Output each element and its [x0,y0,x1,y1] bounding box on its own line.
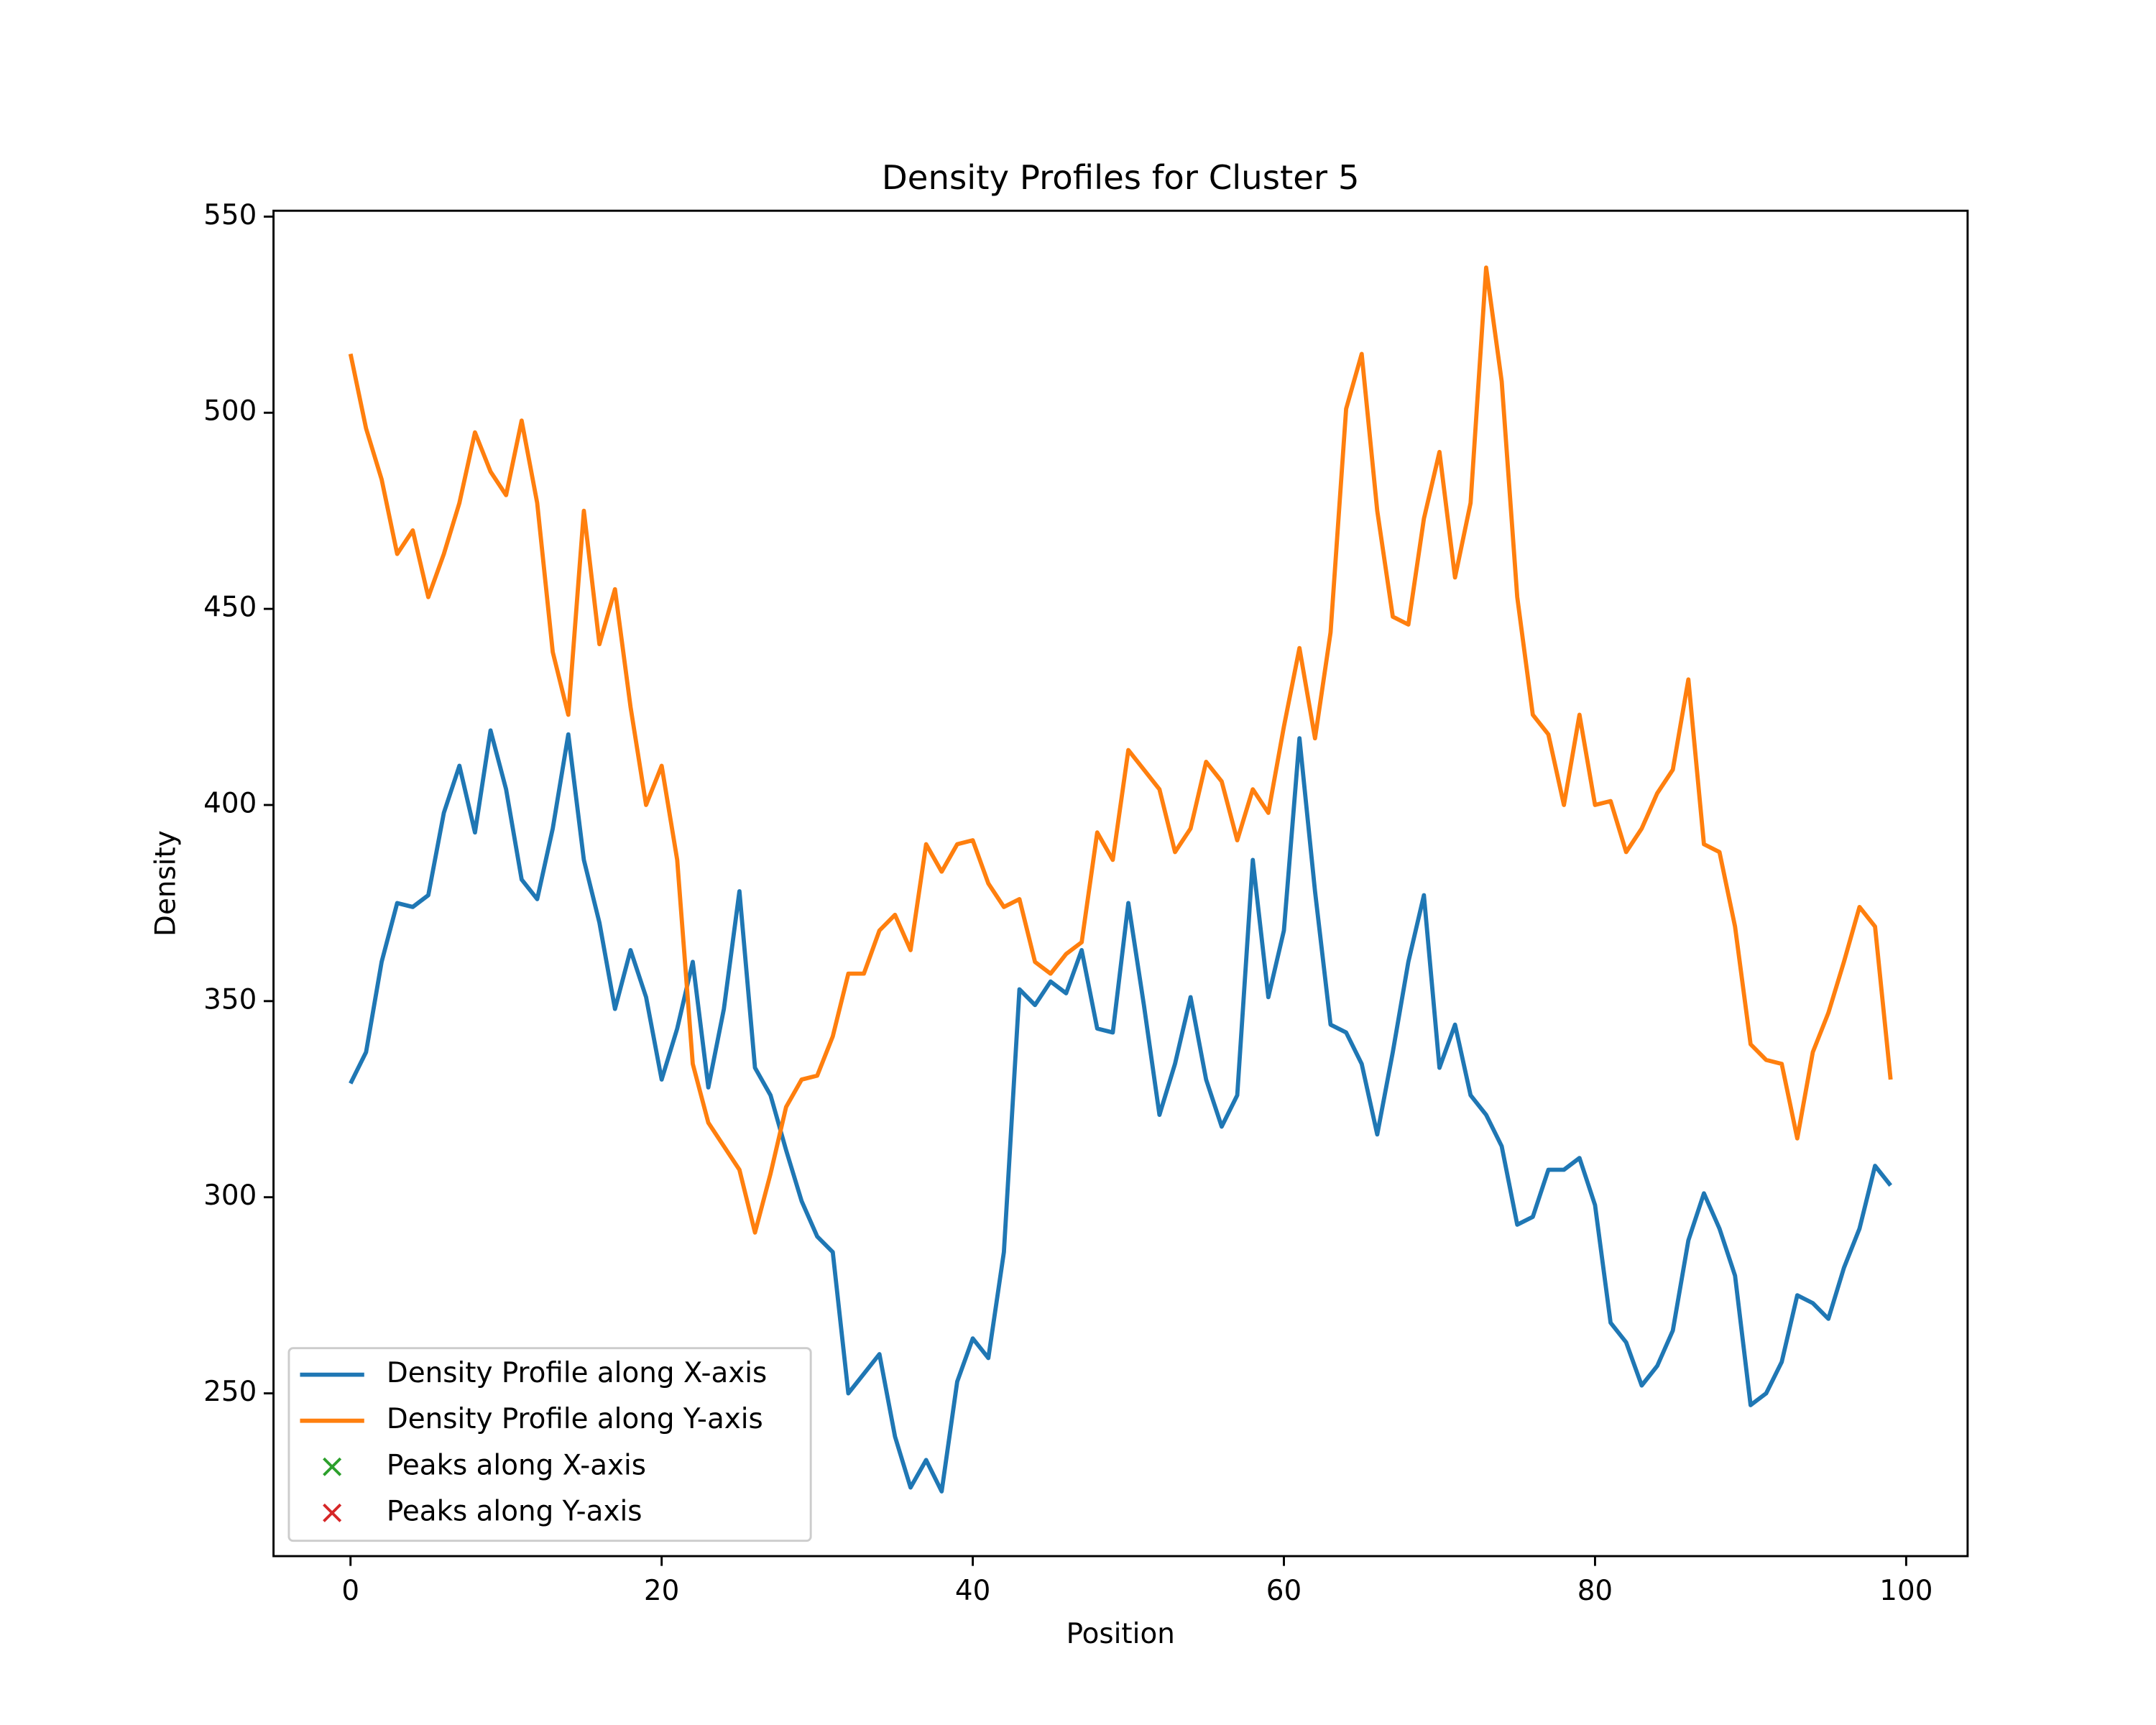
x-tick-label: 60 [1266,1575,1302,1607]
legend-label: Density Profile along Y-axis [387,1403,763,1435]
y-axis-label: Density [150,830,183,937]
legend-label: Peaks along X-axis [387,1449,646,1481]
legend-box [287,1347,812,1542]
y-tick-label: 300 [203,1179,257,1212]
data-line [348,265,1893,1235]
x-axis-label: Position [1067,1618,1175,1650]
legend-label: Peaks along Y-axis [387,1495,642,1527]
y-tick-label: 500 [203,395,257,428]
x-tick-label: 40 [955,1575,990,1607]
chart-title: Density Profiles for Cluster 5 [882,158,1360,197]
legend-marker [323,1503,342,1522]
x-tick-label: 0 [341,1575,359,1607]
y-tick-label: 250 [203,1376,257,1408]
y-tick-label: 450 [203,592,257,624]
legend-marker [323,1457,342,1476]
plot-frame [272,209,1969,1558]
x-tick-label: 100 [1879,1575,1932,1607]
x-tick-label: 80 [1577,1575,1613,1607]
legend-label: Density Profile along X-axis [387,1357,767,1389]
y-tick-label: 350 [203,983,257,1016]
x-tick-label: 20 [644,1575,679,1607]
y-tick-label: 550 [203,199,257,231]
data-line [349,728,1893,1494]
y-tick-label: 400 [203,787,257,819]
